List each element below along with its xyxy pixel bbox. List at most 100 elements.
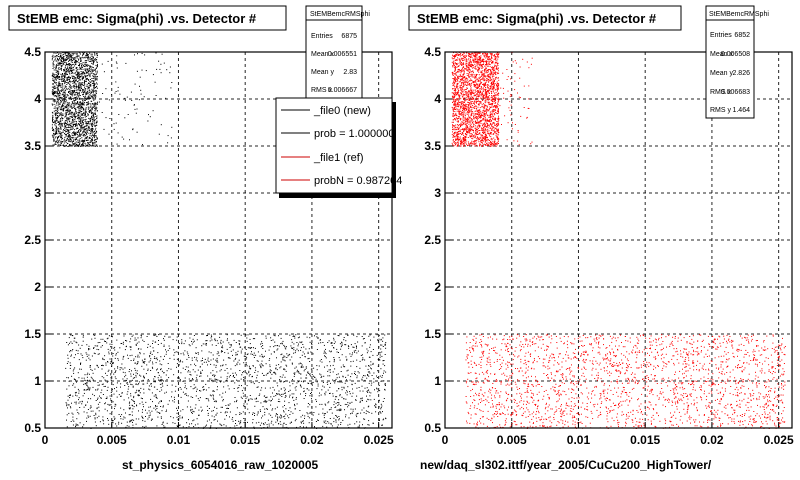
scatter-point [222,341,224,343]
scatter-point [210,378,212,380]
scatter-point [277,416,279,418]
scatter-point [89,84,91,86]
scatter-point [228,376,230,378]
scatter-point [82,122,84,124]
scatter-point [369,334,371,336]
scatter-point [96,103,98,105]
scatter-point [63,100,65,102]
scatter-point [93,73,95,75]
left-x-axis-label: st_physics_6054016_raw_1020005 [122,458,318,472]
scatter-point [77,424,79,426]
scatter-point [368,335,370,337]
scatter-point [236,399,238,401]
scatter-point [114,408,115,410]
scatter-point [73,58,75,60]
scatter-point [90,376,92,378]
legend-entry-2: _file1 (ref) [313,152,364,164]
scatter-point [58,53,60,55]
scatter-point [80,126,82,128]
scatter-point [75,92,77,94]
scatter-point [92,67,94,69]
scatter-point [142,420,144,422]
scatter-point [78,105,80,107]
scatter-point [57,85,59,87]
scatter-point [303,387,305,389]
scatter-point [76,125,78,127]
scatter-point [63,79,64,81]
left-stats-label-0: Entries [311,33,333,40]
scatter-point [92,98,94,100]
scatter-point [340,405,342,406]
scatter-point [150,383,152,385]
scatter-point [311,398,312,400]
scatter-point [143,392,145,394]
scatter-point [74,78,76,80]
scatter-point [464,57,466,59]
scatter-point [211,339,213,341]
scatter-point [52,100,54,102]
left-stats-value-3: 0.006667 [328,87,357,94]
scatter-point [125,62,127,64]
scatter-point [103,128,105,130]
scatter-point [73,53,75,55]
scatter-point [78,115,80,117]
scatter-point [334,341,336,343]
scatter-point [124,97,126,99]
scatter-point [114,405,116,407]
scatter-point [64,76,66,78]
scatter-point [84,90,86,92]
scatter-point [160,416,162,418]
scatter-point [245,422,246,424]
scatter-point [101,364,103,366]
scatter-point [82,131,84,133]
scatter-point [182,426,184,428]
scatter-point [67,57,69,59]
scatter-point [53,85,55,87]
scatter-point [66,363,68,364]
scatter-point [110,335,112,337]
scatter-point [69,55,71,57]
scatter-point [192,410,194,412]
scatter-point [493,129,495,131]
scatter-point [59,144,61,146]
scatter-point [85,77,87,79]
scatter-point [168,336,170,338]
scatter-point [311,425,313,427]
scatter-point [54,81,56,83]
scatter-point [61,97,63,99]
scatter-point [114,376,116,378]
scatter-point [368,405,370,407]
scatter-point [323,386,325,388]
scatter-point [82,141,84,143]
scatter-point [94,90,96,92]
scatter-point [68,380,70,382]
scatter-point [384,343,386,345]
scatter-point [464,70,465,72]
scatter-point [60,109,62,111]
scatter-point [318,413,320,415]
scatter-point [81,127,83,129]
scatter-point [368,365,369,367]
scatter-point [159,390,161,392]
scatter-point [70,126,72,128]
scatter-point [81,88,83,90]
scatter-point [323,420,325,422]
scatter-point [164,426,166,428]
scatter-point [276,345,278,347]
scatter-point [228,342,230,344]
scatter-point [96,389,98,391]
scatter-point [75,123,77,125]
scatter-point [93,124,95,126]
scatter-point [82,76,84,78]
scatter-point [287,355,289,357]
scatter-point [88,82,90,84]
scatter-point [58,132,60,134]
scatter-point [108,353,110,355]
scatter-point [87,401,88,403]
scatter-point [84,86,85,88]
scatter-point [89,141,91,143]
scatter-point [201,360,203,361]
scatter-point [119,93,121,95]
scatter-point [64,93,66,95]
scatter-point [261,343,263,344]
